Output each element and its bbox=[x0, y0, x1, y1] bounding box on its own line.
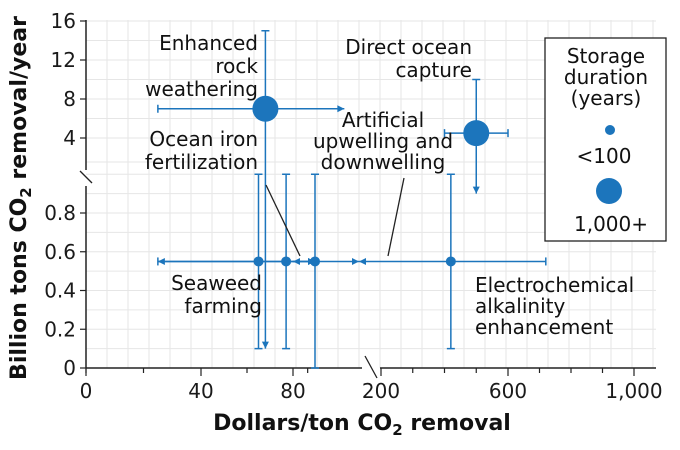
y-tick-label: 0 bbox=[63, 356, 76, 380]
point-label-line: enhancement bbox=[475, 315, 613, 339]
error-arrow bbox=[261, 341, 269, 349]
point-label-line: rock bbox=[215, 54, 258, 78]
data-point bbox=[310, 256, 320, 267]
x-axis-title-part: removal bbox=[403, 411, 511, 436]
error-arrow bbox=[337, 105, 345, 113]
data-point bbox=[253, 256, 264, 267]
point-label: Electrochemical alkalinity enhancement bbox=[475, 273, 634, 339]
x-axis-title-subscript: 2 bbox=[392, 421, 402, 439]
point-label: Ocean iron fertilization bbox=[145, 127, 258, 174]
point-label-line: upwelling and bbox=[313, 129, 453, 153]
error-arrow bbox=[472, 186, 480, 194]
y-tick-label: 0.4 bbox=[44, 279, 76, 303]
y-axis-title-subscript: 2 bbox=[17, 187, 35, 197]
point-label: Direct ocean capture bbox=[345, 35, 472, 82]
y-axis-title-part: Billion tons CO bbox=[7, 198, 32, 380]
legend-title-line: Storage bbox=[567, 44, 645, 68]
error-arrow bbox=[293, 257, 300, 265]
x-tick-label: 1,000 bbox=[605, 379, 662, 403]
legend: Storage duration (years) <100 1,000+ bbox=[544, 37, 667, 242]
x-axis-title-part: Dollars/ton CO bbox=[213, 411, 392, 436]
point-label: Seaweed farming bbox=[171, 271, 262, 318]
y-tick-label: 0.2 bbox=[44, 317, 76, 341]
point-label: Artificial upwelling and downwelling bbox=[313, 108, 453, 174]
data-series bbox=[157, 30, 547, 369]
x-axis-break-mark bbox=[364, 355, 378, 379]
x-tick-label: 600 bbox=[489, 379, 527, 403]
point-label-line: Enhanced bbox=[159, 31, 258, 55]
x-tick-label: 200 bbox=[362, 379, 400, 403]
point-label-line: Seaweed bbox=[171, 271, 262, 295]
error-arrow bbox=[359, 257, 366, 265]
legend-title: Storage duration (years) bbox=[564, 44, 648, 110]
y-tick-label: 8 bbox=[63, 87, 76, 111]
legend-box bbox=[544, 37, 667, 242]
legend-title-line: (years) bbox=[571, 86, 642, 110]
annotations: Enhanced rock weathering Direct ocean captur… bbox=[145, 31, 634, 339]
y-axis-title: Billion tons CO2 removal/year bbox=[7, 16, 35, 380]
y-axis-title-part: removal/year bbox=[7, 16, 32, 187]
point-label: Enhanced rock weathering bbox=[145, 31, 258, 101]
point-label-line: fertilization bbox=[145, 150, 258, 174]
point-label-line: Electrochemical bbox=[475, 273, 634, 297]
data-point bbox=[252, 95, 279, 122]
legend-marker-large bbox=[596, 178, 622, 204]
legend-title-line: duration bbox=[564, 65, 648, 89]
point-label-line: alkalinity bbox=[475, 294, 565, 318]
x-axis-title: Dollars/ton CO2 removal bbox=[213, 411, 511, 439]
y-tick-label: 0.8 bbox=[44, 201, 76, 225]
leader-line bbox=[265, 184, 301, 257]
point-label-line: Artificial bbox=[342, 108, 424, 132]
axes: 0 0.2 0.4 0.6 0.8 4 8 12 16 0 40 80 200 600 1,000 bbox=[44, 9, 662, 403]
point-label-line: weathering bbox=[145, 77, 258, 101]
legend-label: 1,000+ bbox=[574, 212, 648, 236]
point-label-line: capture bbox=[395, 58, 472, 82]
leader-line bbox=[387, 177, 405, 257]
x-tick-label: 0 bbox=[80, 379, 93, 403]
y-tick-label: 16 bbox=[51, 9, 76, 33]
point-label-line: Direct ocean bbox=[345, 35, 472, 59]
y-axis-break-mark bbox=[79, 170, 93, 184]
y-tick-label: 0.6 bbox=[44, 240, 76, 264]
error-arrow bbox=[352, 257, 359, 265]
data-point bbox=[445, 256, 456, 267]
point-label-line: downwelling bbox=[321, 150, 446, 174]
data-point bbox=[463, 120, 490, 147]
x-tick-label: 40 bbox=[188, 379, 213, 403]
point-label-line: farming bbox=[184, 294, 262, 318]
legend-label: <100 bbox=[577, 144, 632, 168]
x-tick-label: 80 bbox=[280, 379, 305, 403]
legend-marker-small bbox=[605, 125, 615, 135]
y-tick-label: 4 bbox=[63, 126, 76, 150]
point-label-line: Ocean iron bbox=[149, 127, 258, 151]
y-tick-label: 12 bbox=[51, 48, 76, 72]
